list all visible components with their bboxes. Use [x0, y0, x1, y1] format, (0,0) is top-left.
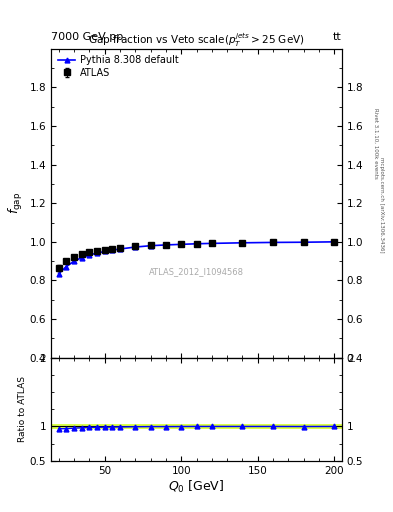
- Pythia 8.308 default: [194, 241, 199, 247]
- Pythia 8.308 default: [102, 248, 107, 254]
- Text: mcplots.cern.ch [arXiv:1306.3436]: mcplots.cern.ch [arXiv:1306.3436]: [379, 157, 384, 252]
- Line: Pythia 8.308 default: Pythia 8.308 default: [56, 240, 337, 276]
- Pythia 8.308 default: [133, 244, 138, 250]
- X-axis label: $Q_0$ [GeV]: $Q_0$ [GeV]: [168, 478, 225, 495]
- Text: ATLAS_2012_I1094568: ATLAS_2012_I1094568: [149, 267, 244, 275]
- Pythia 8.308 default: [72, 258, 76, 264]
- Text: Rivet 3.1.10, 100k events: Rivet 3.1.10, 100k events: [373, 108, 378, 179]
- Y-axis label: Ratio to ATLAS: Ratio to ATLAS: [18, 376, 27, 442]
- Pythia 8.308 default: [79, 254, 84, 261]
- Pythia 8.308 default: [110, 247, 115, 253]
- Pythia 8.308 default: [56, 270, 61, 276]
- Pythia 8.308 default: [240, 240, 245, 246]
- Pythia 8.308 default: [87, 252, 92, 258]
- Pythia 8.308 default: [148, 243, 153, 249]
- Y-axis label: $f_\mathrm{gap}$: $f_\mathrm{gap}$: [7, 192, 26, 215]
- Text: 7000 GeV pp: 7000 GeV pp: [51, 32, 123, 42]
- Pythia 8.308 default: [209, 240, 214, 246]
- Pythia 8.308 default: [64, 264, 69, 270]
- Title: Gap fraction vs Veto scale($p_T^{jets}>$25 GeV): Gap fraction vs Veto scale($p_T^{jets}>$…: [88, 31, 305, 49]
- Pythia 8.308 default: [163, 242, 168, 248]
- Pythia 8.308 default: [301, 239, 306, 245]
- Pythia 8.308 default: [179, 241, 184, 247]
- Pythia 8.308 default: [118, 246, 122, 252]
- Legend: Pythia 8.308 default, ATLAS: Pythia 8.308 default, ATLAS: [55, 53, 182, 81]
- Pythia 8.308 default: [271, 239, 275, 245]
- Pythia 8.308 default: [95, 250, 99, 256]
- Bar: [51, 424, 342, 429]
- Pythia 8.308 default: [332, 239, 337, 245]
- Text: tt: tt: [333, 32, 342, 42]
